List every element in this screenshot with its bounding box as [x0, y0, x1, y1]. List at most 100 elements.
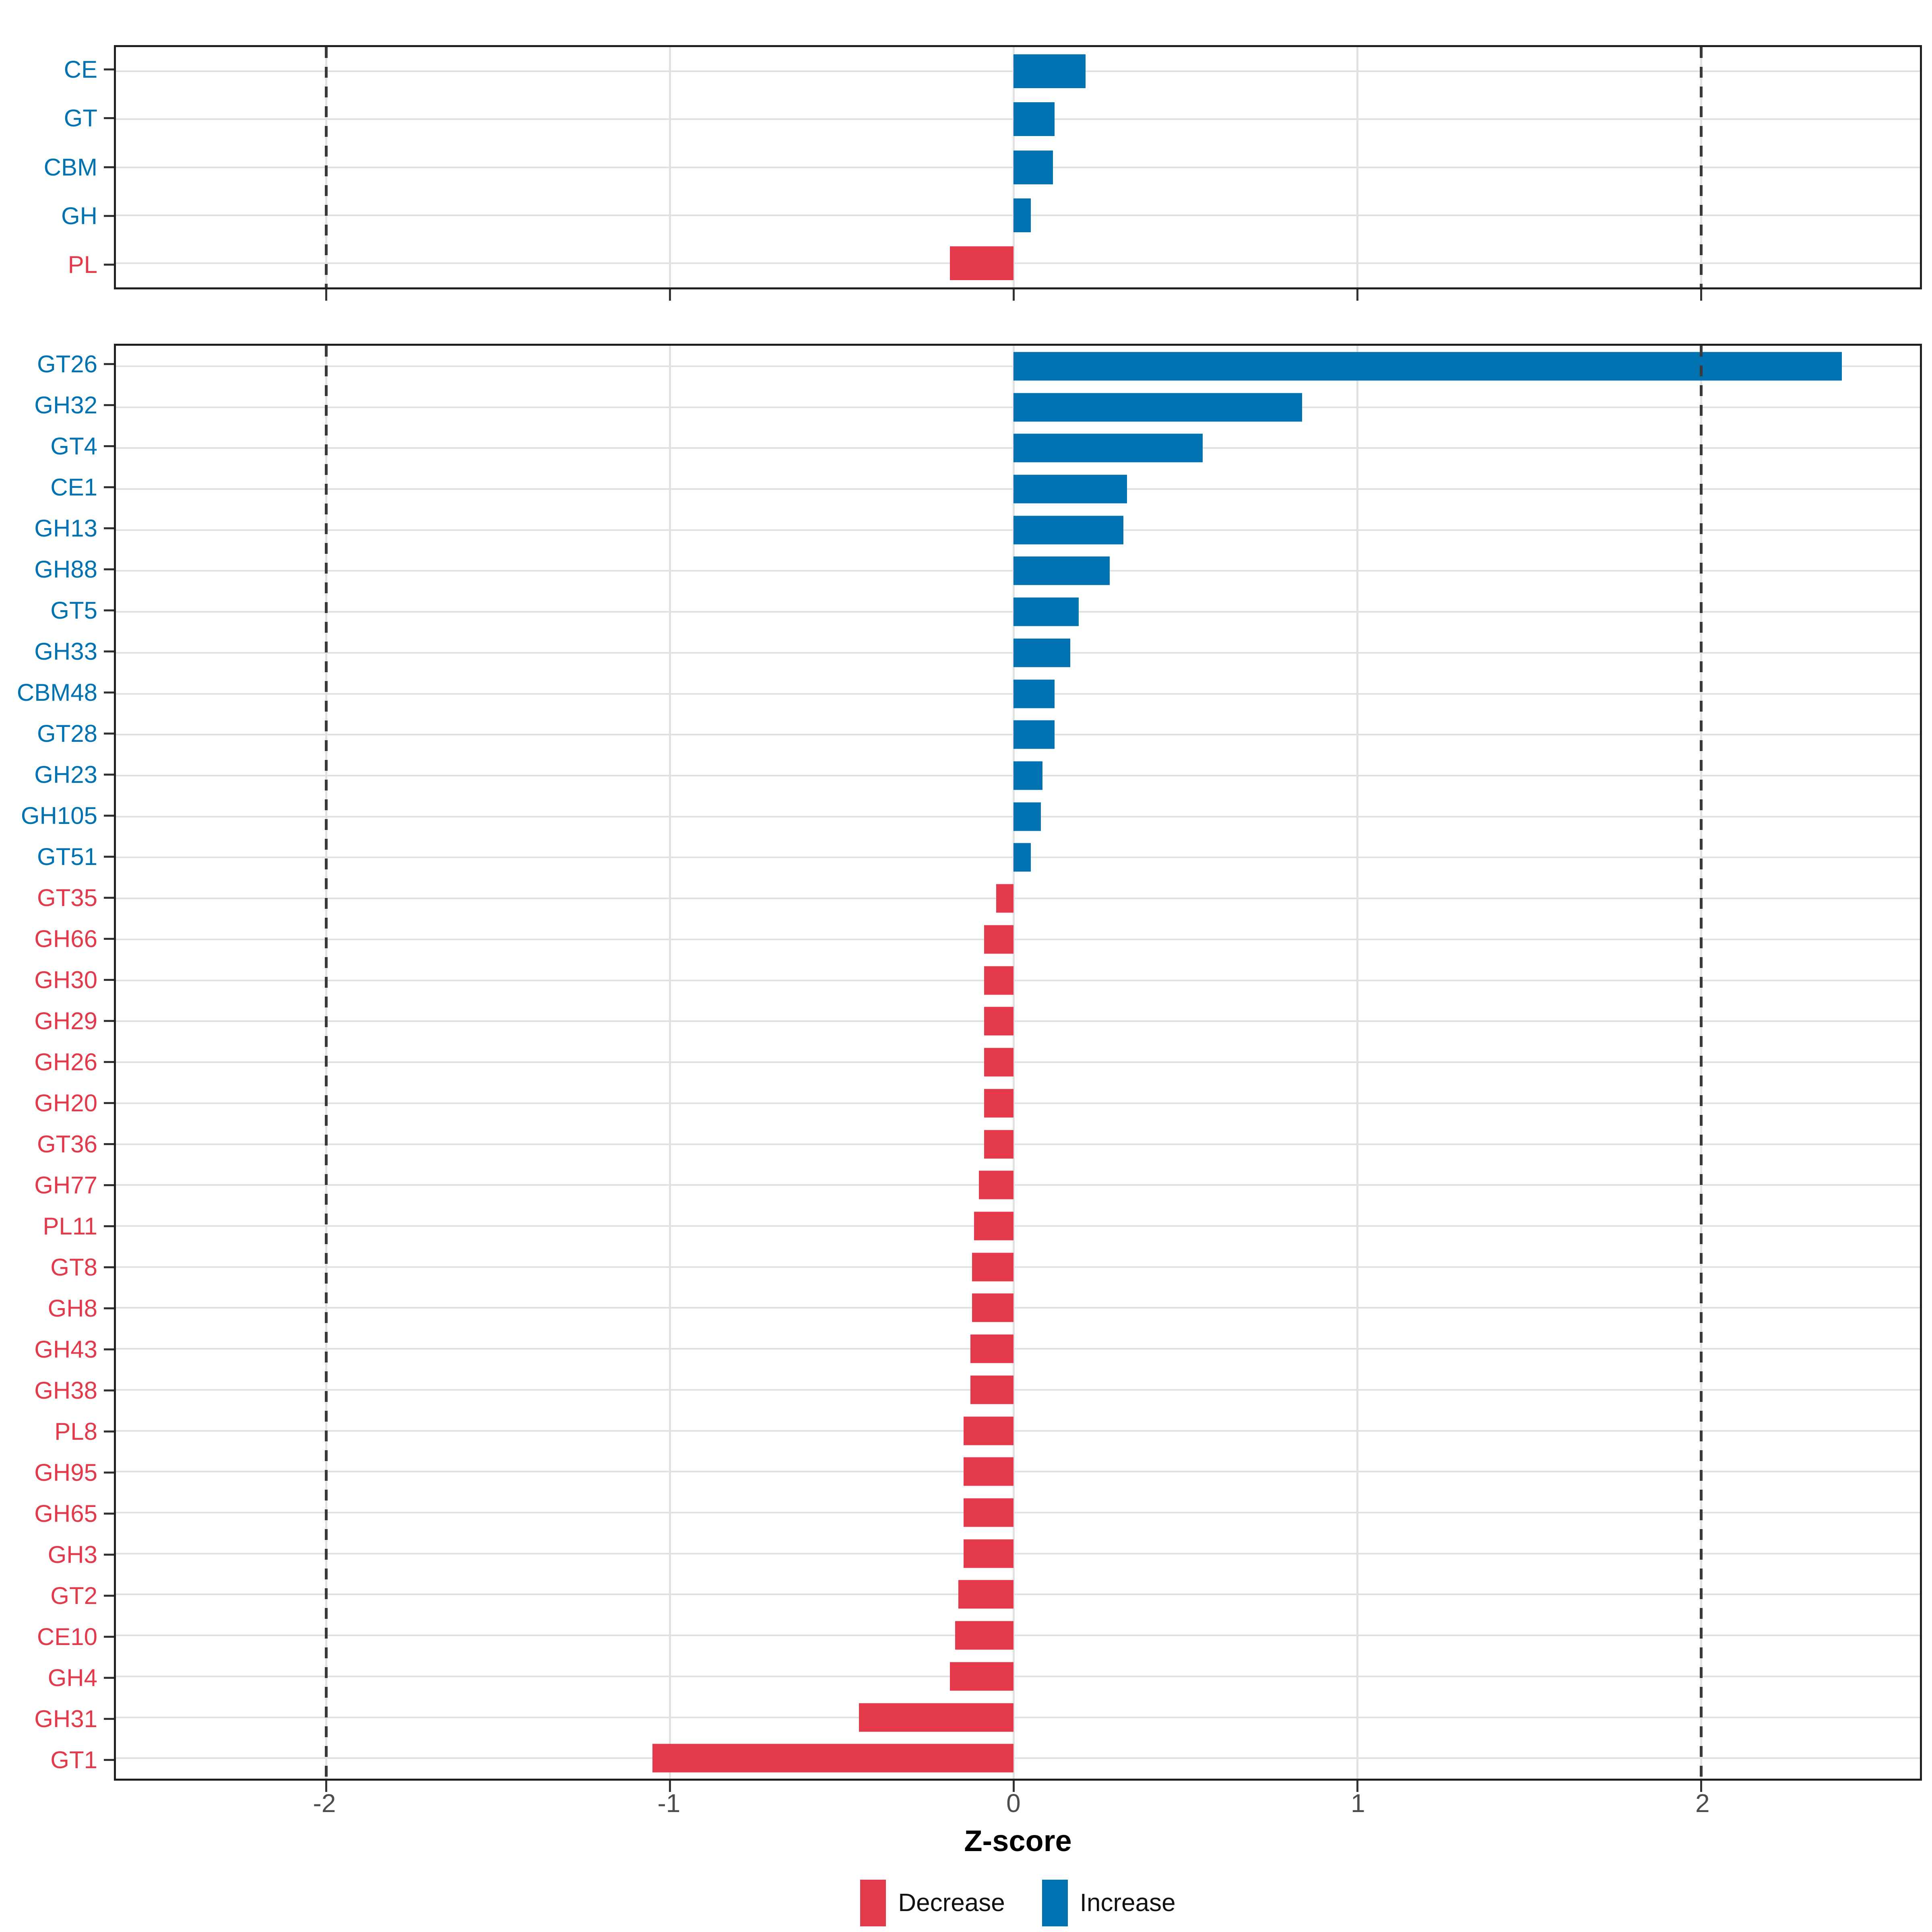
category-label: GH8: [47, 1295, 97, 1322]
y-axis-tick: [104, 486, 114, 488]
dashed-reference-line: [1699, 47, 1703, 287]
category-label-row: GH29: [0, 1001, 114, 1042]
bar-row: [116, 47, 1920, 95]
category-label-row: GH33: [0, 631, 114, 672]
category-label-row: GH95: [0, 1452, 114, 1493]
bar-row: [116, 551, 1920, 592]
zscore-bar: [1013, 393, 1302, 422]
category-label: GT8: [50, 1254, 97, 1281]
plot-area-classes: [114, 45, 1922, 301]
y-axis-tick: [104, 1636, 114, 1638]
y-axis-labels-classes: CE GT CBM GH PL: [0, 45, 114, 289]
bar-row: [116, 1205, 1920, 1247]
y-axis-tick: [104, 264, 114, 266]
x-axis-tick: [669, 289, 671, 301]
zscore-bar: [1013, 433, 1203, 462]
category-label: GT35: [37, 884, 97, 911]
category-label-row: PL8: [0, 1411, 114, 1452]
x-axis-tick: [669, 1781, 671, 1792]
zscore-bar: [1013, 150, 1053, 184]
legend-label: Increase: [1080, 1889, 1176, 1917]
zscore-bar: [972, 1293, 1013, 1322]
category-label: GT1: [50, 1746, 97, 1773]
bar-row: [116, 1451, 1920, 1492]
y-axis-tick: [104, 897, 114, 899]
zscore-bar: [984, 1089, 1013, 1118]
category-label: CE1: [50, 474, 97, 501]
x-axis-tick-label: 2: [1695, 1789, 1710, 1818]
y-axis-tick: [104, 1595, 114, 1597]
category-label: GH31: [34, 1705, 97, 1732]
x-axis-tick: [1356, 1781, 1358, 1792]
category-label: GH66: [34, 925, 97, 952]
y-axis-tick: [104, 215, 114, 217]
bar-row: [116, 1738, 1920, 1779]
y-axis-tick: [104, 1389, 114, 1391]
y-axis-tick: [104, 1020, 114, 1022]
y-axis-tick: [104, 1061, 114, 1063]
zscore-bar: [979, 1170, 1013, 1199]
zscore-bar: [974, 1212, 1013, 1241]
x-axis-tick: [1700, 289, 1702, 301]
y-axis-tick: [104, 527, 114, 529]
bar-row: [116, 1656, 1920, 1697]
bar-row: [116, 1410, 1920, 1451]
category-label-row: GH: [0, 192, 114, 240]
category-label-row: GH32: [0, 385, 114, 426]
category-label-row: GT8: [0, 1247, 114, 1288]
x-axis-tick-label: 1: [1351, 1789, 1365, 1818]
zscore-bar: [984, 1130, 1013, 1159]
bar-row: [116, 632, 1920, 673]
category-label: GH38: [34, 1377, 97, 1404]
y-axis-tick: [104, 363, 114, 365]
category-label-row: GH65: [0, 1493, 114, 1534]
y-gridline: [116, 262, 1920, 264]
zscore-bar: [1013, 102, 1055, 136]
y-axis-tick: [104, 1143, 114, 1145]
y-axis-tick: [104, 691, 114, 694]
y-axis-tick: [104, 1430, 114, 1432]
category-label: CE10: [37, 1623, 97, 1650]
category-label-row: GT26: [0, 344, 114, 385]
category-label: GH4: [47, 1664, 97, 1691]
category-label: GH30: [34, 966, 97, 993]
category-label-row: GH13: [0, 508, 114, 549]
bar-row: [116, 95, 1920, 143]
category-label-row: CBM48: [0, 672, 114, 713]
panel-families: GT26 GH32 GT4 CE1 GH13 GH88 GT5 GH33 CBM48 GT28 GH…: [0, 344, 1932, 1792]
zscore-bar: [859, 1703, 1013, 1732]
bar-row: [116, 878, 1920, 919]
category-label: GH3: [47, 1541, 97, 1568]
y-axis-tick: [104, 815, 114, 817]
y-axis-tick: [104, 938, 114, 940]
x-axis-tick-label: -2: [313, 1789, 336, 1818]
y-axis-tick: [104, 568, 114, 570]
category-label: GH: [61, 202, 97, 229]
x-axis-tick: [1012, 1781, 1015, 1792]
y-axis-tick: [104, 1759, 114, 1761]
category-label-row: GT2: [0, 1575, 114, 1616]
bar-row: [116, 510, 1920, 551]
bar-row: [116, 673, 1920, 714]
category-label-row: GH23: [0, 754, 114, 795]
category-label-row: CE10: [0, 1616, 114, 1657]
category-label-row: GH88: [0, 549, 114, 590]
zscore-bar: [1013, 638, 1070, 667]
y-gridline: [116, 938, 1920, 940]
category-label-row: GH77: [0, 1165, 114, 1206]
zscore-bar: [970, 1375, 1013, 1404]
category-label-row: GT51: [0, 836, 114, 877]
y-gridline: [116, 1020, 1920, 1022]
bar-row: [116, 427, 1920, 469]
category-label: GH105: [21, 802, 97, 829]
category-label: GH43: [34, 1336, 97, 1363]
y-gridline: [116, 1348, 1920, 1350]
category-label-row: GT35: [0, 877, 114, 919]
category-label-row: GH8: [0, 1288, 114, 1329]
zscore-bar: [1013, 516, 1124, 545]
bar-row: [116, 1001, 1920, 1042]
category-label: PL8: [54, 1418, 97, 1445]
bar-row: [116, 469, 1920, 510]
zscore-bar: [1013, 679, 1055, 708]
